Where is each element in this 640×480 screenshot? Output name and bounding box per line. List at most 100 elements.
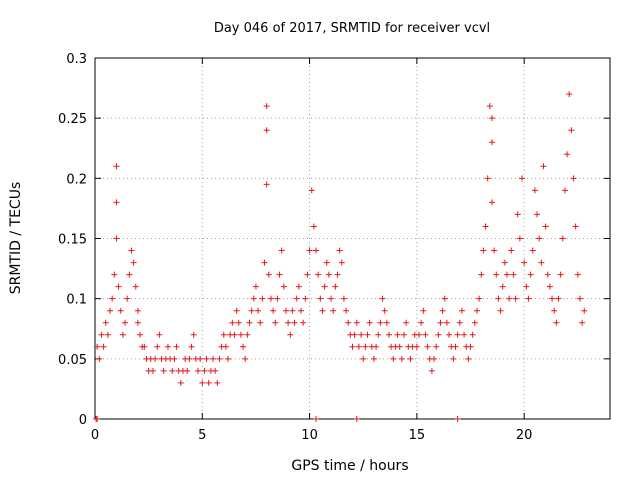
data-point	[478, 271, 485, 278]
x-axis-title: GPS time / hours	[291, 458, 408, 474]
data-point	[544, 271, 551, 278]
data-point	[186, 355, 193, 362]
data-point	[126, 271, 133, 278]
data-point	[469, 331, 476, 338]
data-point	[212, 367, 219, 374]
data-point	[499, 283, 506, 290]
data-point	[422, 331, 429, 338]
data-point	[152, 355, 159, 362]
data-point	[304, 271, 311, 278]
data-point	[169, 367, 176, 374]
data-point	[486, 103, 493, 110]
y-tick-label: 0.1	[66, 293, 87, 308]
data-point	[98, 331, 105, 338]
data-point	[263, 103, 270, 110]
data-point	[222, 343, 229, 350]
data-point	[353, 319, 360, 326]
data-point	[225, 355, 232, 362]
data-point	[156, 331, 163, 338]
data-point	[416, 331, 423, 338]
data-point	[113, 235, 120, 242]
data-point	[240, 343, 247, 350]
data-point	[456, 319, 463, 326]
data-point	[289, 307, 296, 314]
data-point	[546, 283, 553, 290]
data-point	[349, 343, 356, 350]
data-point	[263, 127, 270, 134]
data-point	[128, 247, 135, 254]
x-tick-label: 15	[409, 428, 426, 443]
data-point	[493, 271, 500, 278]
data-point	[323, 259, 330, 266]
data-point	[205, 379, 212, 386]
data-point	[443, 319, 450, 326]
data-point	[473, 307, 480, 314]
data-point	[525, 295, 532, 302]
data-point	[504, 271, 510, 278]
data-point	[461, 331, 468, 338]
data-point	[488, 139, 495, 146]
data-point	[117, 307, 124, 314]
data-point	[424, 343, 431, 350]
data-point	[540, 163, 547, 170]
data-point	[201, 367, 208, 374]
data-point	[553, 319, 560, 326]
data-point	[242, 355, 249, 362]
data-point	[199, 379, 206, 386]
data-point	[270, 307, 277, 314]
x-tick-label: 10	[301, 428, 318, 443]
data-point	[278, 247, 285, 254]
data-point	[549, 295, 556, 302]
data-point	[149, 367, 156, 374]
data-point	[370, 355, 377, 362]
data-point	[250, 295, 257, 302]
data-point	[96, 355, 103, 362]
data-point	[214, 379, 221, 386]
plot-frame	[94, 57, 611, 420]
data-point	[568, 127, 575, 134]
data-point	[259, 295, 266, 302]
data-point	[581, 307, 588, 314]
data-point	[134, 319, 141, 326]
data-point	[313, 247, 320, 254]
data-point	[203, 355, 210, 362]
data-point	[272, 319, 279, 326]
data-point	[375, 331, 382, 338]
data-point	[501, 259, 508, 266]
data-point	[338, 259, 345, 266]
data-point	[433, 343, 440, 350]
data-point	[261, 259, 268, 266]
data-point	[508, 247, 515, 254]
data-point	[431, 355, 438, 362]
data-point	[355, 343, 362, 350]
data-point	[551, 307, 558, 314]
data-point	[137, 331, 144, 338]
data-point	[394, 331, 401, 338]
data-point	[104, 331, 111, 338]
data-point	[353, 416, 360, 422]
data-point	[115, 283, 122, 290]
y-tick-label: 0	[79, 413, 87, 428]
data-point	[579, 319, 586, 326]
data-point	[220, 331, 227, 338]
data-point	[484, 175, 491, 182]
data-point	[418, 319, 425, 326]
data-point	[467, 343, 474, 350]
data-point	[113, 199, 120, 206]
y-tick-label: 0.25	[58, 112, 87, 127]
data-point	[561, 187, 568, 194]
data-point	[111, 271, 118, 278]
data-point	[396, 343, 403, 350]
x-tick-label: 20	[516, 428, 533, 443]
data-point	[229, 319, 236, 326]
data-point	[358, 331, 365, 338]
data-point	[413, 343, 420, 350]
data-point	[570, 175, 577, 182]
data-point	[351, 331, 358, 338]
data-point	[559, 235, 566, 242]
data-point	[523, 283, 530, 290]
data-point	[521, 259, 528, 266]
data-point	[495, 295, 502, 302]
data-point	[398, 355, 405, 362]
data-point	[527, 271, 534, 278]
